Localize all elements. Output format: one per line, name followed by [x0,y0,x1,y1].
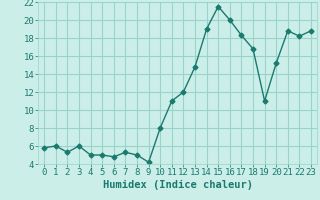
X-axis label: Humidex (Indice chaleur): Humidex (Indice chaleur) [103,180,252,190]
